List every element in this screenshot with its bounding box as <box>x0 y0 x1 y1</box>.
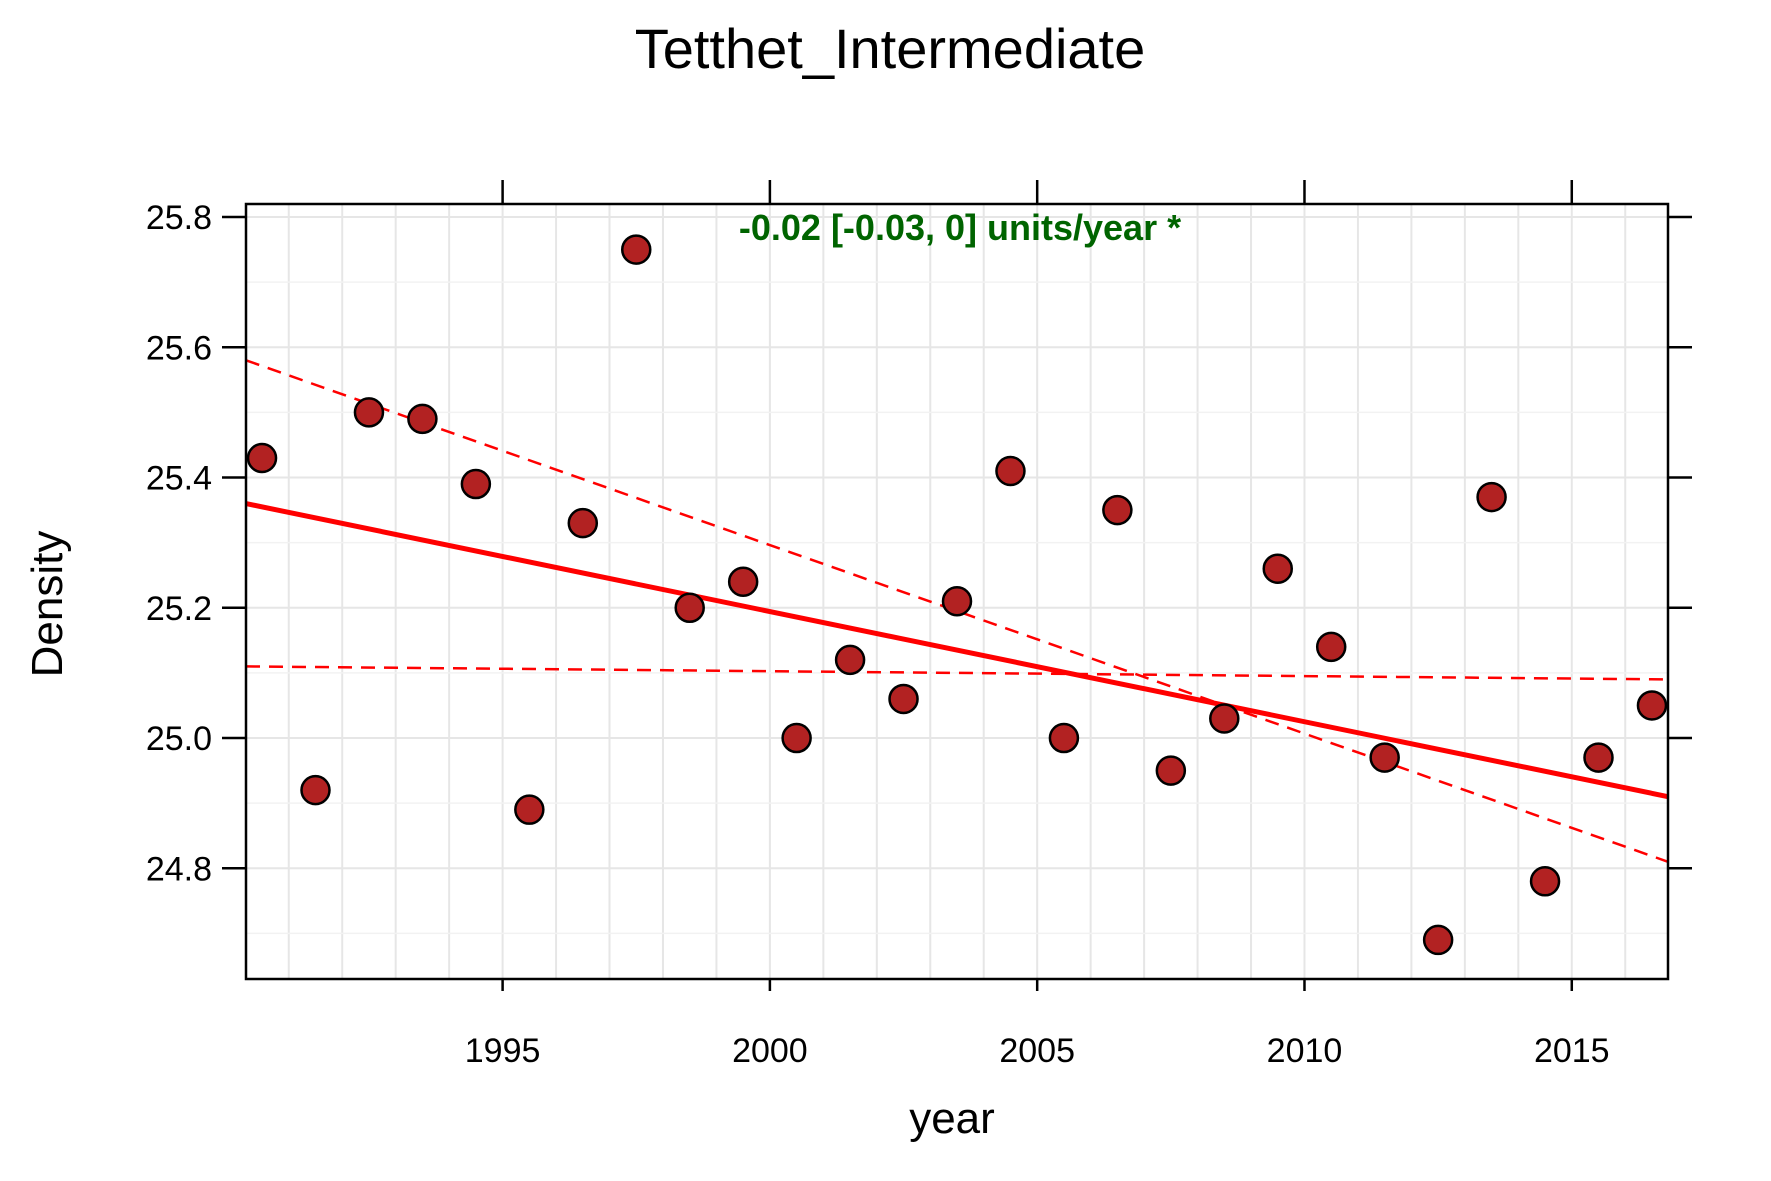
data-point-17 <box>1102 494 1133 526</box>
data-point-20 <box>1262 553 1294 584</box>
data-point-18 <box>1155 755 1187 786</box>
y-tick-label: 25.8 <box>146 199 212 237</box>
data-point-6 <box>514 794 545 825</box>
data-point-8 <box>620 234 652 265</box>
data-point-22 <box>1369 742 1400 773</box>
x-tick-label: 2000 <box>732 1032 808 1070</box>
trend-annotation: -0.02 [-0.03, 0] units/year * <box>739 207 1181 248</box>
x-tick-label: 1995 <box>465 1032 541 1070</box>
x-axis-label: year <box>909 1094 995 1143</box>
data-point-19 <box>1209 703 1240 734</box>
data-point-25 <box>1529 866 1561 897</box>
trend-line <box>245 501 1669 800</box>
plot-frame <box>244 202 1670 981</box>
y-tick-label: 25.0 <box>146 720 212 758</box>
grid <box>246 204 1668 979</box>
y-tick-label: 25.2 <box>146 590 212 628</box>
x-tick-label: 2005 <box>999 1032 1075 1070</box>
data-point-3 <box>353 397 385 428</box>
data-point-1 <box>246 442 278 474</box>
x-tick-label: 2010 <box>1267 1032 1343 1070</box>
data-point-16 <box>1048 722 1080 754</box>
data-point-12 <box>834 644 866 676</box>
y-tick-label: 24.8 <box>146 850 212 888</box>
y-tick-label: 25.4 <box>146 460 212 498</box>
x-tick-label: 2015 <box>1534 1032 1610 1070</box>
data-point-13 <box>888 683 919 715</box>
data-point-7 <box>567 507 599 539</box>
data-point-14 <box>941 586 973 617</box>
data-point-9 <box>674 592 705 624</box>
data-point-11 <box>781 722 812 754</box>
data-point-21 <box>1315 631 1347 663</box>
trend-lines <box>245 359 1669 863</box>
confidence-line-2 <box>245 665 1669 681</box>
data-point-24 <box>1476 481 1507 513</box>
data-point-27 <box>1636 690 1668 721</box>
y-tick-label: 25.6 <box>146 329 212 367</box>
chart-title: Tetthet_Intermediate <box>635 17 1146 80</box>
data-point-5 <box>460 468 492 500</box>
data-point-10 <box>727 566 759 597</box>
data-point-4 <box>407 403 438 435</box>
data-points <box>246 234 1668 956</box>
axes: 1995 2000 2005 2010 2015 24.8 25.0 25.2 25.4 25.6… <box>146 180 1692 1070</box>
data-point-2 <box>300 774 331 806</box>
data-point-23 <box>1422 924 1454 956</box>
data-point-15 <box>995 455 1026 487</box>
data-point-26 <box>1583 742 1614 773</box>
y-axis-label: Density <box>23 531 72 678</box>
